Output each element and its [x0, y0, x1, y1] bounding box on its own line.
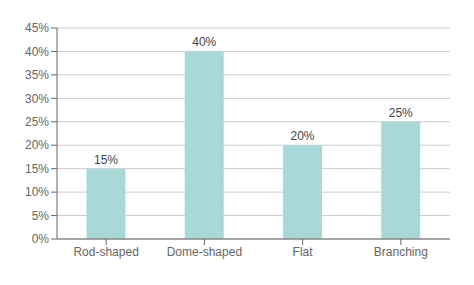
- svg-text:40%: 40%: [25, 45, 49, 59]
- svg-text:20%: 20%: [290, 129, 314, 143]
- svg-text:40%: 40%: [192, 35, 216, 49]
- svg-text:5%: 5%: [32, 209, 50, 223]
- svg-text:10%: 10%: [25, 185, 49, 199]
- svg-text:15%: 15%: [25, 162, 49, 176]
- svg-text:Flat: Flat: [293, 245, 314, 259]
- svg-text:30%: 30%: [25, 92, 49, 106]
- svg-text:Rod-shaped: Rod-shaped: [73, 245, 138, 259]
- svg-text:15%: 15%: [94, 153, 118, 167]
- svg-text:45%: 45%: [25, 21, 49, 35]
- svg-text:35%: 35%: [25, 68, 49, 82]
- svg-text:20%: 20%: [25, 138, 49, 152]
- svg-text:25%: 25%: [389, 106, 413, 120]
- svg-text:Branching: Branching: [374, 245, 428, 259]
- svg-text:Dome-shaped: Dome-shaped: [167, 245, 242, 259]
- svg-text:25%: 25%: [25, 115, 49, 129]
- svg-text:0%: 0%: [32, 232, 50, 246]
